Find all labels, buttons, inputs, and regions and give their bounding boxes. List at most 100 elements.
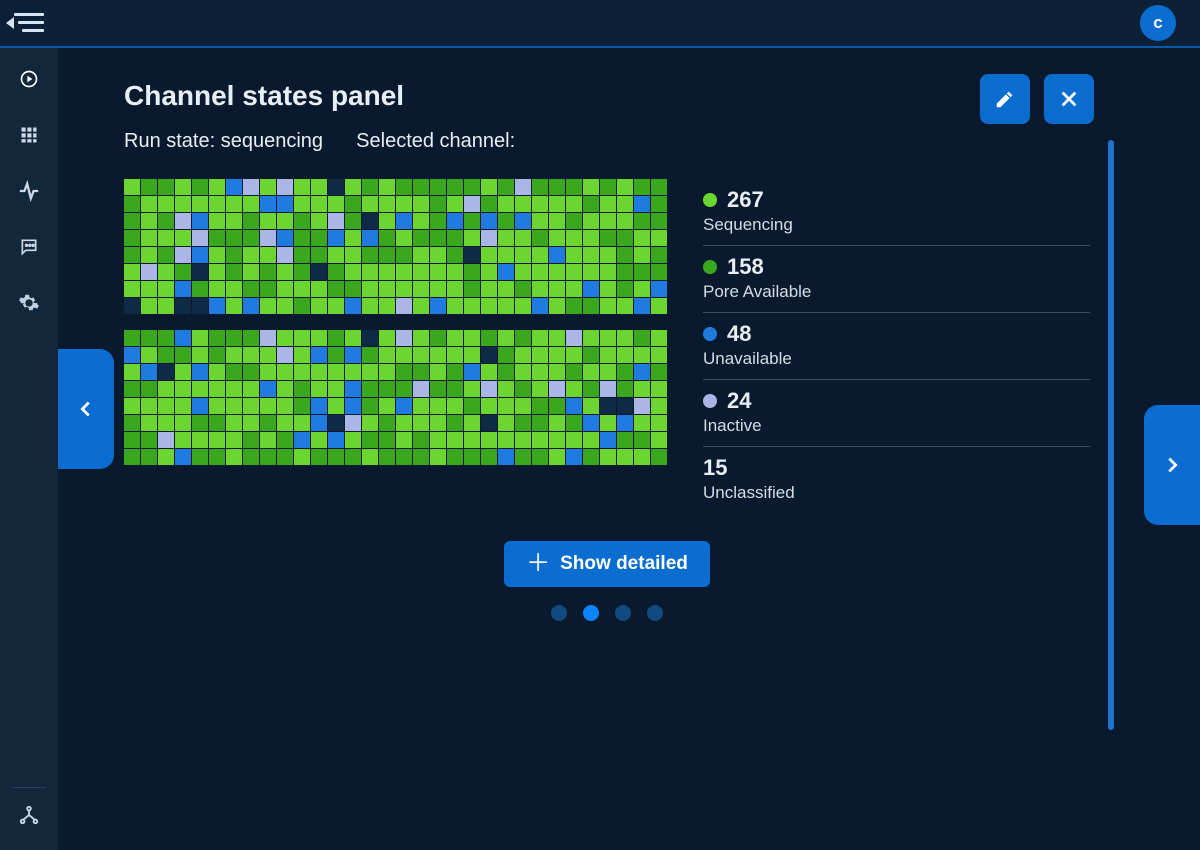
channel-cell[interactable]	[617, 364, 633, 380]
channel-cell[interactable]	[243, 398, 259, 414]
channel-cell[interactable]	[549, 179, 565, 195]
channel-cell[interactable]	[430, 196, 446, 212]
channel-cell[interactable]	[345, 364, 361, 380]
channel-cell[interactable]	[651, 264, 667, 280]
channel-cell[interactable]	[328, 196, 344, 212]
channel-cell[interactable]	[651, 196, 667, 212]
channel-cell[interactable]	[549, 347, 565, 363]
channel-cell[interactable]	[413, 196, 429, 212]
channel-cell[interactable]	[430, 381, 446, 397]
channel-cell[interactable]	[498, 347, 514, 363]
channel-cell[interactable]	[243, 281, 259, 297]
channel-cell[interactable]	[651, 247, 667, 263]
channel-cell[interactable]	[175, 347, 191, 363]
channel-cell[interactable]	[396, 196, 412, 212]
channel-cell[interactable]	[209, 247, 225, 263]
channel-cell[interactable]	[379, 298, 395, 314]
channel-cell[interactable]	[124, 347, 140, 363]
channel-cell[interactable]	[600, 449, 616, 465]
channel-cell[interactable]	[447, 230, 463, 246]
channel-cell[interactable]	[413, 213, 429, 229]
channel-cell[interactable]	[396, 381, 412, 397]
channel-cell[interactable]	[515, 415, 531, 431]
channel-cell[interactable]	[294, 213, 310, 229]
channel-cell[interactable]	[328, 449, 344, 465]
channel-cell[interactable]	[549, 213, 565, 229]
channel-cell[interactable]	[175, 398, 191, 414]
channel-cell[interactable]	[532, 347, 548, 363]
channel-cell[interactable]	[158, 330, 174, 346]
channel-cell[interactable]	[209, 281, 225, 297]
channel-cell[interactable]	[583, 415, 599, 431]
channel-cell[interactable]	[175, 196, 191, 212]
channel-cell[interactable]	[294, 247, 310, 263]
channel-cell[interactable]	[192, 230, 208, 246]
channel-cell[interactable]	[617, 179, 633, 195]
channel-cell[interactable]	[328, 398, 344, 414]
channel-cell[interactable]	[175, 364, 191, 380]
channel-cell[interactable]	[464, 364, 480, 380]
channel-cell[interactable]	[634, 381, 650, 397]
channel-cell[interactable]	[583, 213, 599, 229]
channel-cell[interactable]	[124, 298, 140, 314]
channel-cell[interactable]	[362, 381, 378, 397]
channel-cell[interactable]	[158, 264, 174, 280]
channel-cell[interactable]	[345, 432, 361, 448]
channel-cell[interactable]	[362, 432, 378, 448]
channel-cell[interactable]	[413, 398, 429, 414]
channel-cell[interactable]	[141, 347, 157, 363]
channel-cell[interactable]	[226, 364, 242, 380]
channel-cell[interactable]	[209, 432, 225, 448]
channel-cell[interactable]	[141, 230, 157, 246]
channel-cell[interactable]	[413, 247, 429, 263]
channel-cell[interactable]	[379, 432, 395, 448]
channel-cell[interactable]	[413, 449, 429, 465]
channel-block-0[interactable]	[124, 179, 667, 314]
channel-cell[interactable]	[345, 230, 361, 246]
channel-cell[interactable]	[498, 330, 514, 346]
channel-cell[interactable]	[566, 298, 582, 314]
channel-cell[interactable]	[277, 213, 293, 229]
channel-cell[interactable]	[277, 196, 293, 212]
channel-cell[interactable]	[124, 230, 140, 246]
channel-cell[interactable]	[566, 432, 582, 448]
channel-cell[interactable]	[600, 432, 616, 448]
channel-cell[interactable]	[549, 230, 565, 246]
channel-cell[interactable]	[515, 196, 531, 212]
channel-cell[interactable]	[464, 330, 480, 346]
channel-cell[interactable]	[532, 298, 548, 314]
channel-cell[interactable]	[294, 196, 310, 212]
channel-cell[interactable]	[209, 415, 225, 431]
channel-cell[interactable]	[532, 230, 548, 246]
channel-cell[interactable]	[447, 347, 463, 363]
channel-cell[interactable]	[430, 347, 446, 363]
channel-cell[interactable]	[600, 364, 616, 380]
channel-cell[interactable]	[328, 264, 344, 280]
channel-cell[interactable]	[498, 230, 514, 246]
channel-cell[interactable]	[226, 330, 242, 346]
channel-cell[interactable]	[515, 179, 531, 195]
channel-cell[interactable]	[192, 264, 208, 280]
channel-cell[interactable]	[175, 213, 191, 229]
channel-cell[interactable]	[413, 264, 429, 280]
channel-cell[interactable]	[158, 415, 174, 431]
channel-cell[interactable]	[260, 432, 276, 448]
channel-cell[interactable]	[532, 264, 548, 280]
channel-cell[interactable]	[634, 247, 650, 263]
channel-cell[interactable]	[600, 281, 616, 297]
channel-cell[interactable]	[498, 298, 514, 314]
sidebar-item-branch[interactable]	[16, 802, 42, 828]
channel-cell[interactable]	[243, 213, 259, 229]
legend-item-sequencing[interactable]: 267Sequencing	[703, 179, 1090, 246]
sidebar-item-settings[interactable]	[16, 290, 42, 316]
pager-dot-2[interactable]	[615, 605, 631, 621]
channel-cell[interactable]	[617, 347, 633, 363]
channel-cell[interactable]	[447, 179, 463, 195]
channel-cell[interactable]	[226, 347, 242, 363]
channel-cell[interactable]	[447, 298, 463, 314]
channel-cell[interactable]	[379, 415, 395, 431]
channel-cell[interactable]	[209, 398, 225, 414]
channel-cell[interactable]	[430, 449, 446, 465]
channel-cell[interactable]	[447, 264, 463, 280]
channel-cell[interactable]	[362, 398, 378, 414]
